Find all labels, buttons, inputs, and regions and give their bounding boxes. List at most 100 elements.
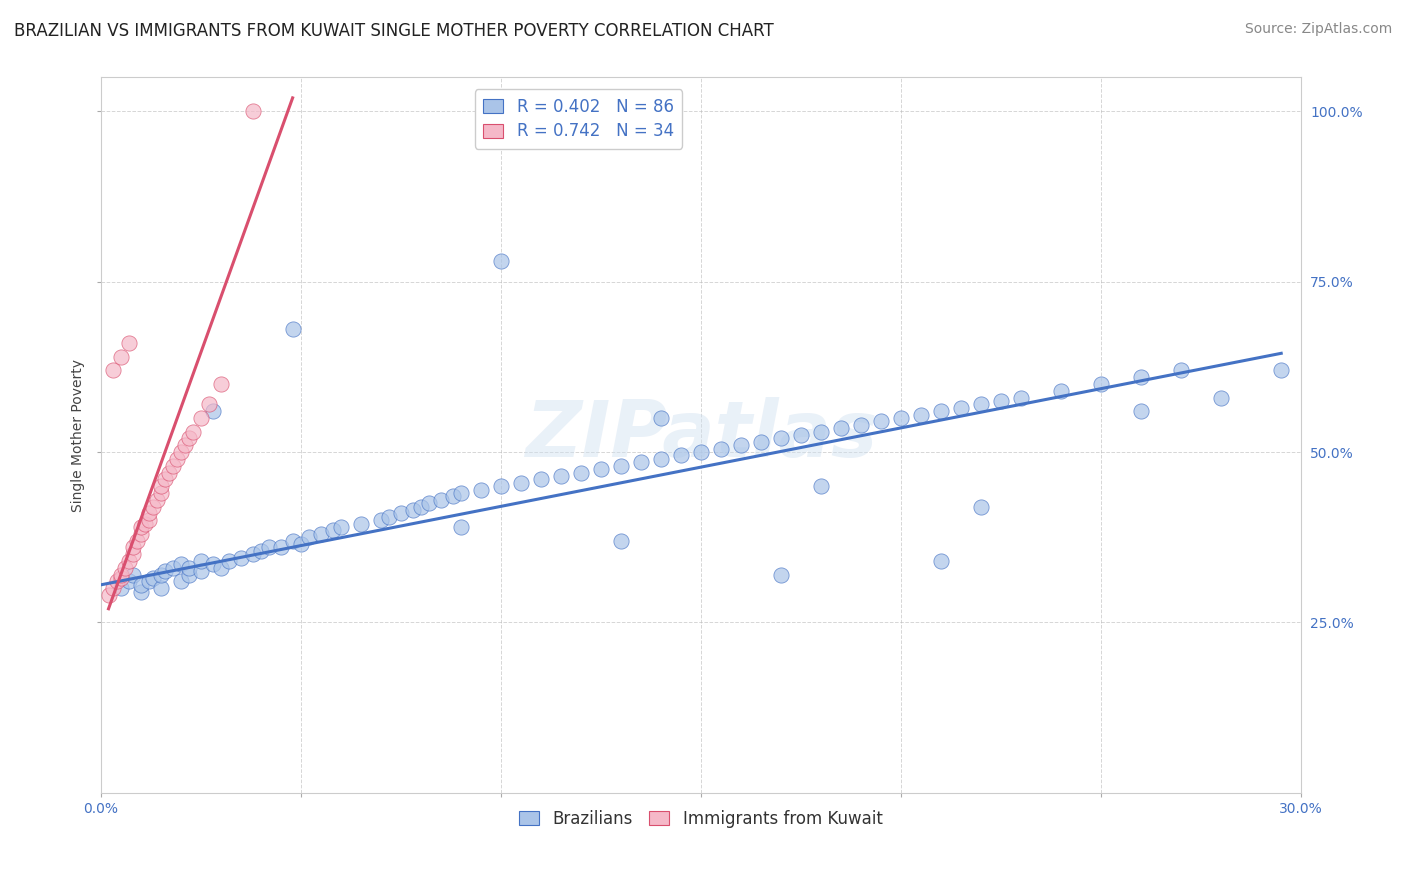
Point — [209, 561, 232, 575]
Point — [169, 574, 191, 589]
Point — [110, 582, 132, 596]
Point — [110, 350, 132, 364]
Point — [173, 438, 195, 452]
Point — [166, 451, 188, 466]
Point — [242, 104, 264, 119]
Point — [630, 455, 652, 469]
Point — [610, 458, 633, 473]
Point — [281, 533, 304, 548]
Point — [249, 544, 271, 558]
Point — [1211, 391, 1233, 405]
Point — [769, 567, 792, 582]
Point — [409, 500, 432, 514]
Point — [1270, 363, 1292, 377]
Point — [849, 417, 872, 432]
Point — [1170, 363, 1192, 377]
Point — [149, 567, 172, 582]
Point — [730, 438, 752, 452]
Point — [117, 554, 139, 568]
Point — [990, 394, 1012, 409]
Point — [177, 432, 200, 446]
Point — [298, 530, 321, 544]
Point — [110, 567, 132, 582]
Point — [1050, 384, 1073, 398]
Point — [121, 567, 143, 582]
Point — [157, 466, 180, 480]
Point — [550, 469, 572, 483]
Point — [929, 554, 952, 568]
Point — [350, 516, 373, 531]
Point — [129, 578, 152, 592]
Point — [569, 466, 592, 480]
Point — [749, 434, 772, 449]
Point — [101, 582, 124, 596]
Point — [209, 376, 232, 391]
Point — [910, 408, 932, 422]
Point — [810, 425, 832, 439]
Point — [129, 526, 152, 541]
Point — [389, 507, 412, 521]
Point — [242, 547, 264, 561]
Point — [149, 479, 172, 493]
Point — [114, 561, 136, 575]
Point — [530, 472, 553, 486]
Point — [830, 421, 852, 435]
Point — [441, 489, 464, 503]
Text: ZIPatlas: ZIPatlas — [524, 397, 877, 473]
Point — [121, 541, 143, 555]
Point — [370, 513, 392, 527]
Point — [610, 533, 633, 548]
Point — [181, 425, 204, 439]
Point — [329, 520, 352, 534]
Point — [149, 486, 172, 500]
Point — [190, 554, 212, 568]
Point — [929, 404, 952, 418]
Legend: Brazilians, Immigrants from Kuwait: Brazilians, Immigrants from Kuwait — [512, 803, 890, 834]
Point — [489, 479, 512, 493]
Point — [970, 500, 993, 514]
Point — [190, 564, 212, 578]
Point — [322, 524, 344, 538]
Point — [402, 503, 425, 517]
Point — [870, 414, 893, 428]
Point — [257, 541, 280, 555]
Point — [429, 492, 451, 507]
Point — [145, 492, 167, 507]
Point — [101, 363, 124, 377]
Point — [129, 520, 152, 534]
Point — [153, 564, 176, 578]
Point — [470, 483, 492, 497]
Point — [141, 500, 163, 514]
Point — [689, 445, 711, 459]
Point — [138, 574, 160, 589]
Point — [309, 526, 332, 541]
Point — [1090, 376, 1112, 391]
Point — [129, 584, 152, 599]
Point — [169, 445, 191, 459]
Point — [810, 479, 832, 493]
Point — [138, 507, 160, 521]
Point — [121, 547, 143, 561]
Point — [769, 432, 792, 446]
Point — [589, 462, 612, 476]
Point — [669, 449, 692, 463]
Point — [950, 401, 973, 415]
Point — [105, 574, 128, 589]
Point — [190, 411, 212, 425]
Point — [218, 554, 240, 568]
Point — [1130, 370, 1153, 384]
Point — [110, 571, 132, 585]
Text: BRAZILIAN VS IMMIGRANTS FROM KUWAIT SINGLE MOTHER POVERTY CORRELATION CHART: BRAZILIAN VS IMMIGRANTS FROM KUWAIT SING… — [14, 22, 773, 40]
Point — [201, 404, 224, 418]
Point — [117, 336, 139, 351]
Point — [450, 486, 472, 500]
Point — [418, 496, 440, 510]
Point — [177, 567, 200, 582]
Point — [1010, 391, 1032, 405]
Point — [125, 533, 148, 548]
Point — [141, 571, 163, 585]
Point — [270, 541, 292, 555]
Point — [509, 475, 531, 490]
Point — [162, 561, 184, 575]
Point — [169, 558, 191, 572]
